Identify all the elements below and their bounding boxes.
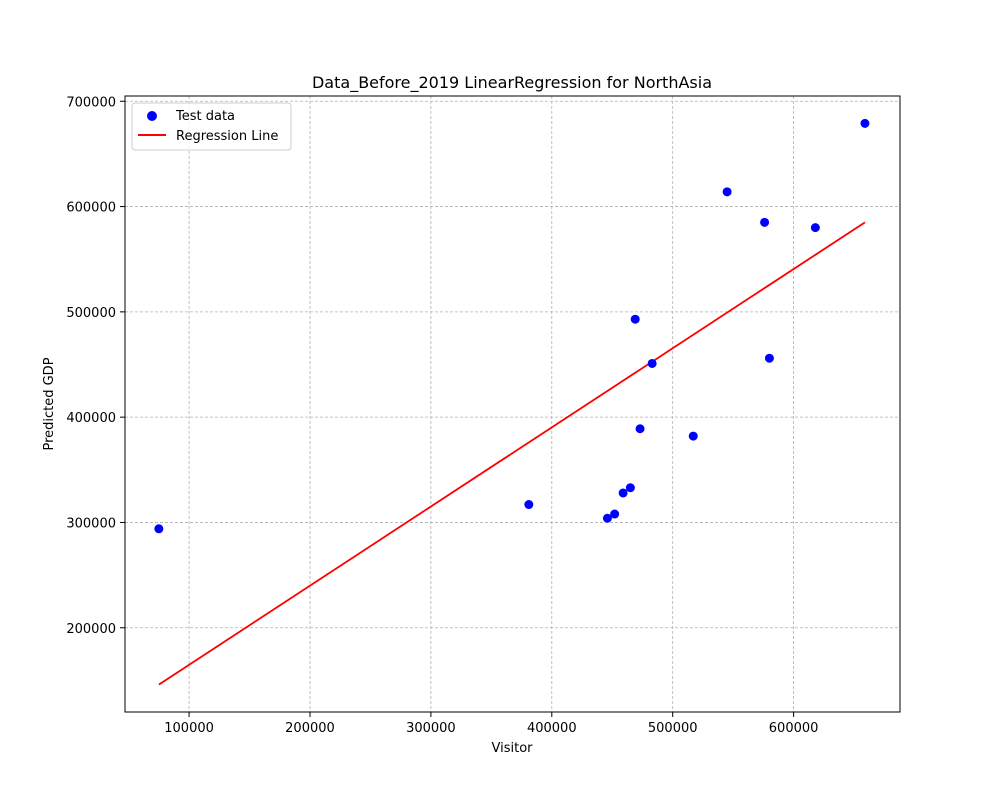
y-tick-label: 500000 bbox=[66, 306, 116, 321]
scatter-point bbox=[860, 118, 870, 128]
scatter-points-layer bbox=[154, 118, 870, 534]
x-tick-label: 100000 bbox=[164, 721, 214, 736]
legend-box bbox=[131, 102, 292, 151]
grid bbox=[125, 96, 900, 712]
scatter-point bbox=[154, 524, 164, 534]
x-tick-label: 300000 bbox=[406, 721, 456, 736]
y-tick-label: 600000 bbox=[66, 201, 116, 216]
regression-line-layer bbox=[158, 221, 866, 686]
regression-line bbox=[158, 221, 866, 686]
scatter-point bbox=[602, 513, 612, 523]
scatter-point bbox=[524, 500, 534, 510]
y-tick-label: 700000 bbox=[66, 95, 116, 110]
x-tick-label: 600000 bbox=[769, 721, 819, 736]
y-axis-ticks: 200000 300000 400000 500000 600000 700000 bbox=[66, 95, 125, 637]
scatter-point bbox=[810, 223, 820, 233]
y-tick-label: 200000 bbox=[66, 622, 116, 637]
x-axis-ticks: 100000 200000 300000 400000 500000 600000 bbox=[164, 712, 818, 736]
y-axis-label: Predicted GDP bbox=[42, 357, 57, 450]
scatter-point bbox=[625, 483, 635, 493]
chart-title: Data_Before_2019 LinearRegression for No… bbox=[312, 73, 712, 93]
x-tick-label: 400000 bbox=[527, 721, 577, 736]
scatter-point bbox=[764, 353, 774, 363]
legend-label-regression-line: Regression Line bbox=[176, 129, 278, 144]
scatter-point bbox=[630, 314, 640, 324]
x-tick-label: 200000 bbox=[285, 721, 335, 736]
scatter-point bbox=[647, 358, 657, 368]
x-tick-label: 500000 bbox=[648, 721, 698, 736]
legend-marker-test-data bbox=[147, 111, 157, 121]
plot-area-frame bbox=[124, 95, 901, 713]
legend: Test data Regression Line bbox=[131, 102, 292, 151]
scatter-point bbox=[635, 424, 645, 434]
scatter-point bbox=[610, 509, 620, 519]
scatter-point bbox=[722, 187, 732, 197]
legend-label-test-data: Test data bbox=[175, 109, 235, 124]
scatter-point bbox=[760, 217, 770, 227]
scatter-point bbox=[618, 488, 628, 498]
x-axis-label: Visitor bbox=[492, 741, 534, 756]
y-tick-label: 400000 bbox=[66, 411, 116, 426]
scatter-point bbox=[688, 431, 698, 441]
y-tick-label: 300000 bbox=[66, 516, 116, 531]
